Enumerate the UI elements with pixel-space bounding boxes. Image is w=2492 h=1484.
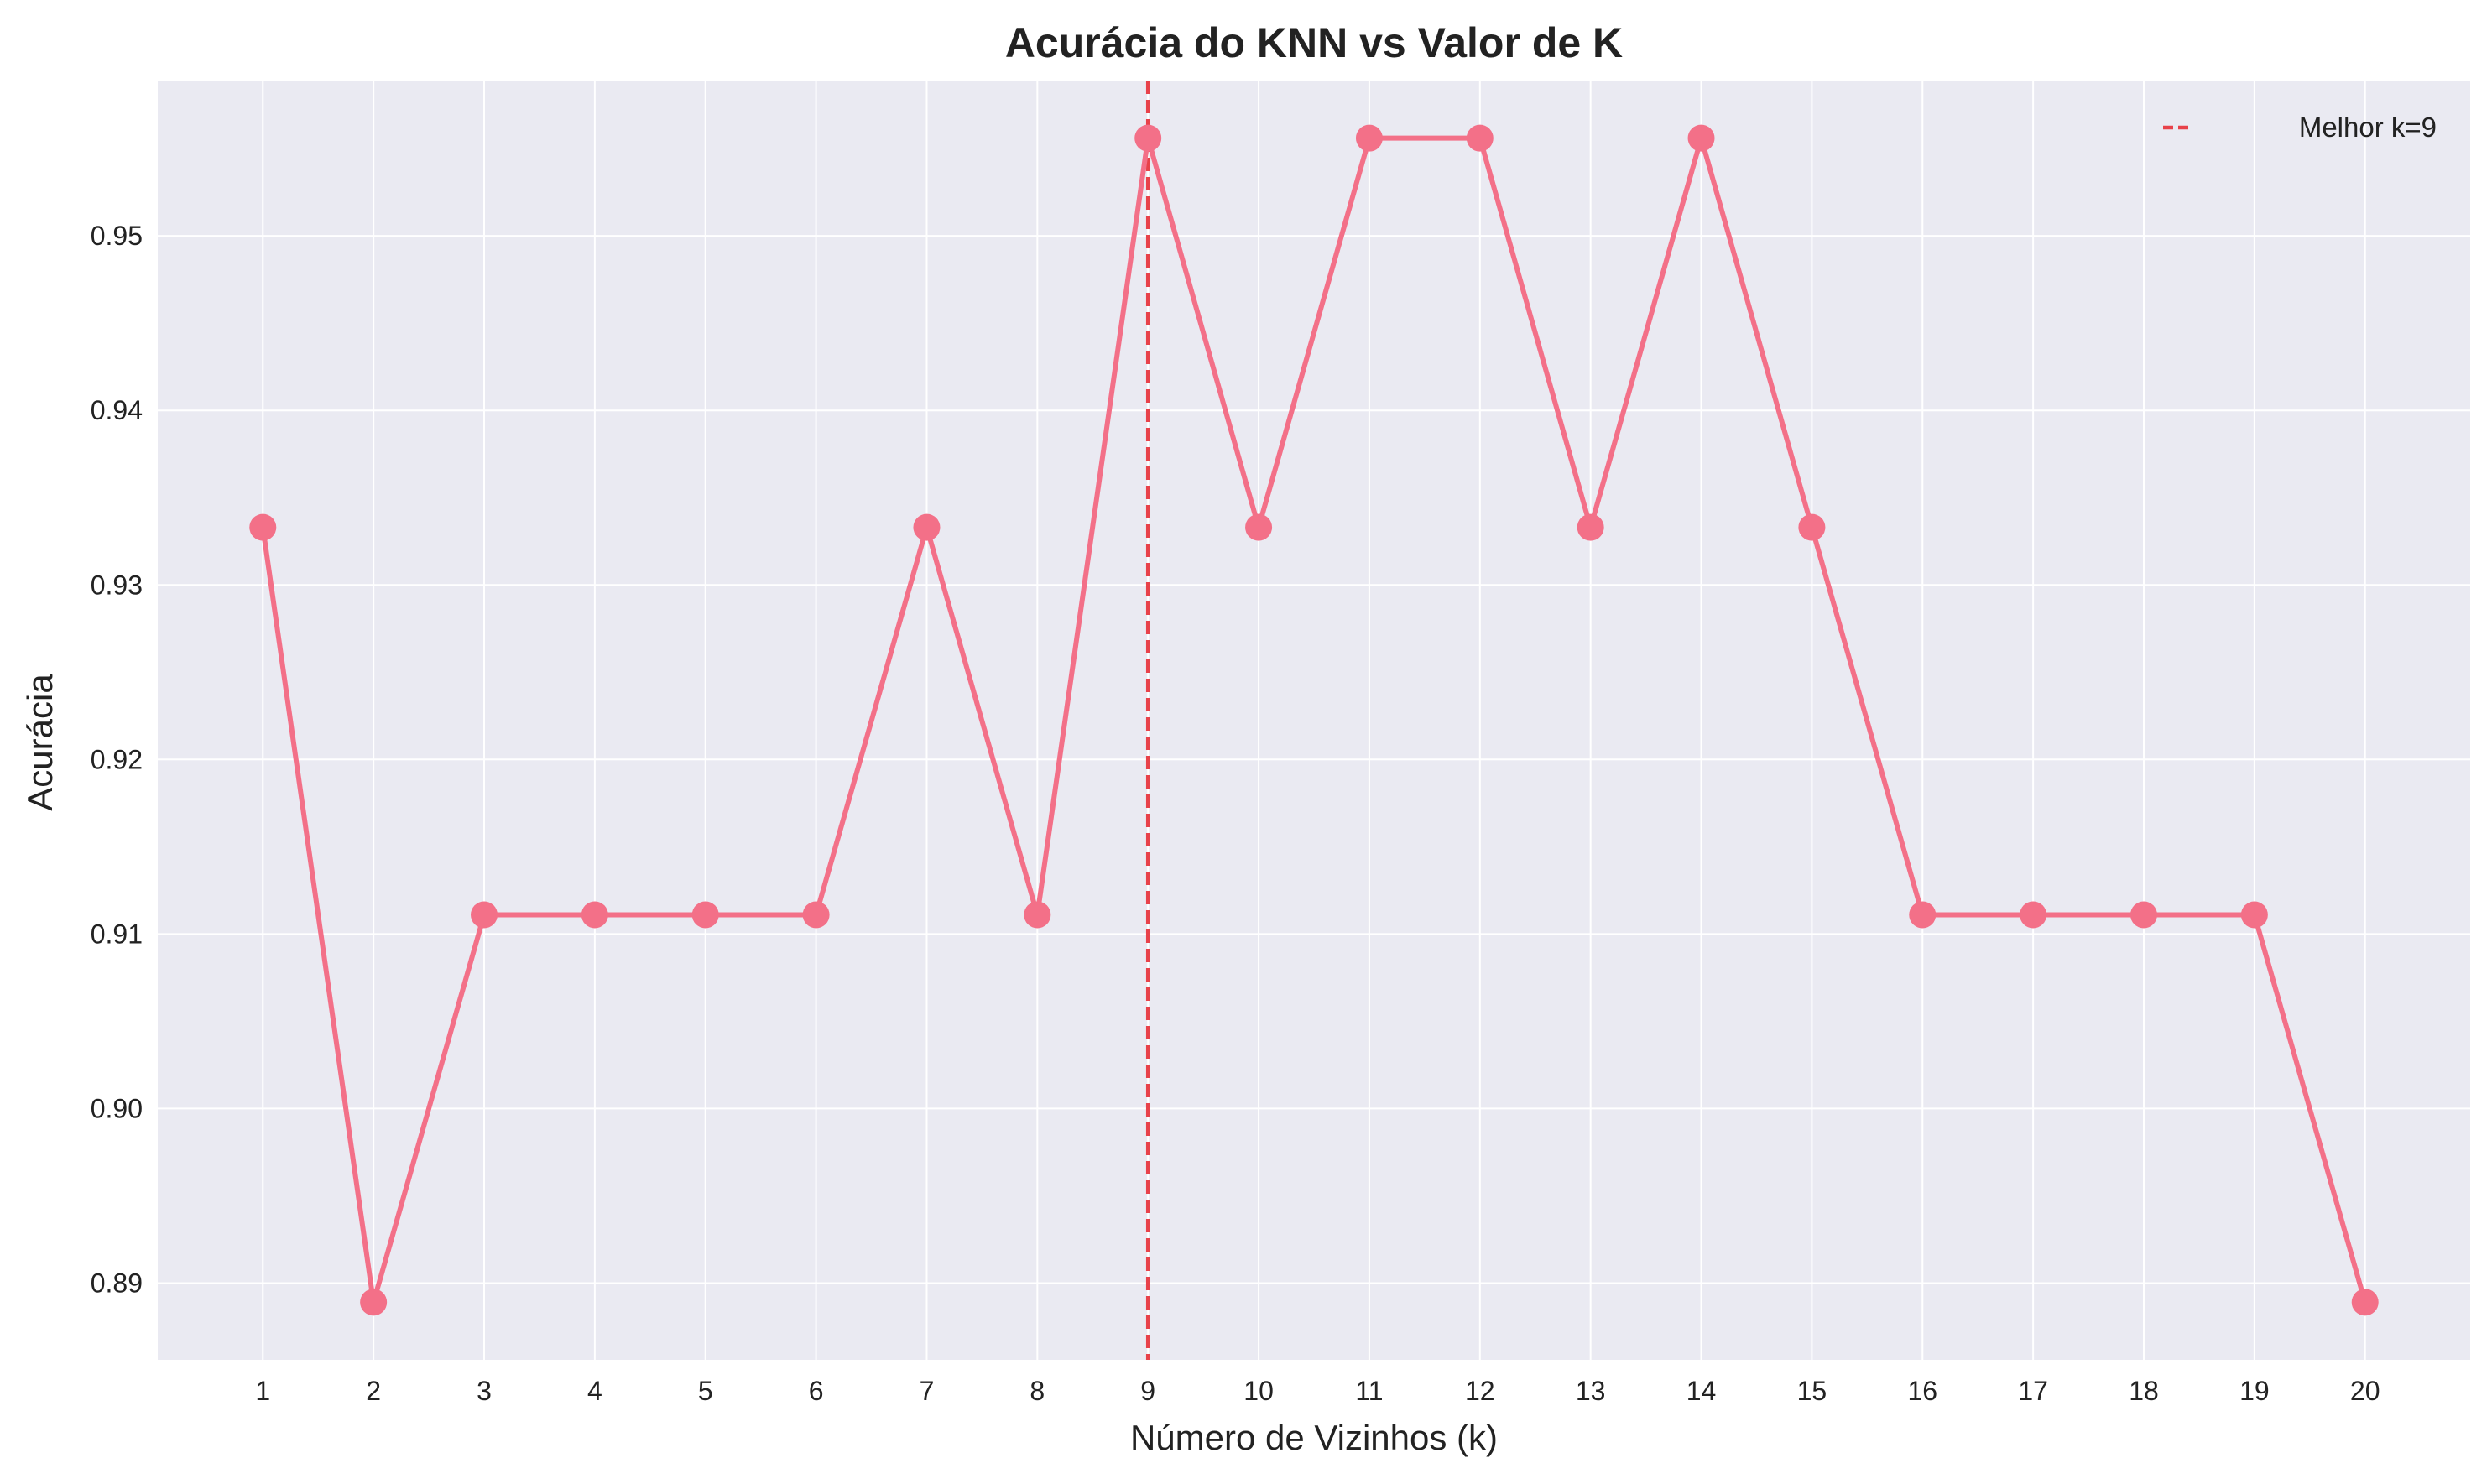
plot-area: [158, 81, 2470, 1360]
data-point: [1024, 901, 1051, 929]
data-point: [2240, 901, 2268, 929]
y-tick-label: 0.90: [91, 1093, 143, 1123]
x-tick-label: 8: [1030, 1376, 1045, 1406]
legend-label-best-k: Melhor k=9: [2299, 112, 2437, 143]
x-tick-label: 2: [366, 1376, 381, 1406]
y-tick-label: 0.95: [91, 221, 143, 251]
data-point: [1355, 124, 1383, 152]
x-tick-label: 7: [920, 1376, 935, 1406]
y-tick-label: 0.89: [91, 1268, 143, 1298]
y-tick-label: 0.91: [91, 919, 143, 949]
x-tick-label: 15: [1797, 1376, 1827, 1406]
data-point: [581, 901, 608, 929]
data-point: [1909, 901, 1937, 929]
data-point: [249, 513, 277, 541]
x-tick-label: 11: [1355, 1376, 1383, 1406]
data-point: [2351, 1289, 2379, 1316]
chart-title: Acurácia do KNN vs Valor de K: [1005, 19, 1623, 66]
x-tick-label: 6: [809, 1376, 824, 1406]
x-tick-label: 18: [2129, 1376, 2159, 1406]
data-point: [691, 901, 719, 929]
data-point: [913, 513, 941, 541]
x-tick-label: 19: [2239, 1376, 2270, 1406]
y-tick-label: 0.92: [91, 744, 143, 774]
x-tick-label: 20: [2350, 1376, 2380, 1406]
grid-layer: [158, 81, 2470, 1360]
data-point: [1466, 124, 1494, 152]
data-point: [1245, 513, 1273, 541]
x-tick-label: 5: [698, 1376, 713, 1406]
y-tick-label: 0.94: [91, 395, 143, 425]
x-tick-label: 13: [1576, 1376, 1606, 1406]
data-point: [1798, 513, 1826, 541]
x-axis-label: Número de Vizinhos (k): [1130, 1418, 1498, 1457]
data-point: [360, 1289, 388, 1316]
data-point: [2130, 901, 2157, 929]
data-point: [802, 901, 830, 929]
data-point: [1134, 124, 1162, 152]
x-tick-label: 4: [587, 1376, 602, 1406]
x-tick-label: 14: [1687, 1376, 1717, 1406]
y-axis-label: Acurácia: [20, 674, 60, 811]
x-tick-label: 12: [1465, 1376, 1495, 1406]
data-point: [1577, 513, 1604, 541]
data-point: [1687, 124, 1715, 152]
x-tick-label: 9: [1140, 1376, 1155, 1406]
tick-layer: 1 2 3 4 5 6 7 8 9 10 11 12 13 14 15 16 17 18 19 200.890.900…: [91, 221, 2380, 1406]
data-point: [471, 901, 498, 929]
x-tick-label: 1: [255, 1376, 270, 1406]
x-tick-label: 3: [477, 1376, 492, 1406]
data-point: [2020, 901, 2047, 929]
x-tick-label: 16: [1907, 1376, 1937, 1406]
legend: Melhor k=9: [2163, 112, 2437, 143]
y-tick-label: 0.93: [91, 570, 143, 600]
series-layer: [249, 124, 2379, 1316]
x-tick-label: 17: [2018, 1376, 2048, 1406]
x-tick-label: 10: [1243, 1376, 1274, 1406]
series-line: [260, 135, 2368, 1305]
